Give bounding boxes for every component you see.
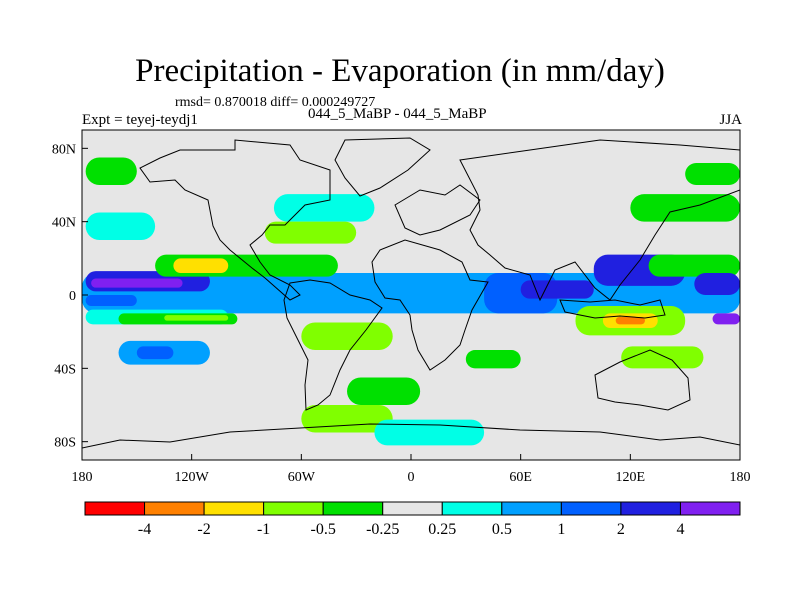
season-label: JJA bbox=[719, 112, 742, 128]
y-tick-label-0: 80N bbox=[52, 142, 76, 157]
coastline-layer bbox=[82, 137, 740, 449]
x-tick-label-3: 0 bbox=[408, 470, 415, 485]
field-region-2 bbox=[91, 278, 183, 288]
field-region-9 bbox=[173, 258, 229, 273]
field-region-18 bbox=[301, 405, 393, 433]
coastline-greenland bbox=[334, 137, 431, 197]
field-region-16 bbox=[301, 322, 393, 350]
coastline-south-america bbox=[283, 279, 383, 411]
field-region-14 bbox=[273, 194, 375, 222]
field-region-26 bbox=[621, 346, 704, 369]
coastline-north-america bbox=[139, 139, 331, 301]
x-tick-label-4: 60E bbox=[509, 470, 532, 485]
experiment-label: Expt = teyej-teydj1 bbox=[82, 112, 198, 128]
colorbar-label-5: 0.25 bbox=[428, 521, 456, 538]
field-region-28 bbox=[694, 273, 740, 295]
field-region-30 bbox=[630, 194, 740, 222]
field-region-12 bbox=[85, 157, 137, 185]
y-axis: 80N 40N 0 40S 80S bbox=[52, 142, 88, 451]
comparison-label: 044_5_MaBP - 044_5_MaBP bbox=[308, 106, 487, 122]
field-region-4 bbox=[136, 296, 256, 310]
colorbar-swatch-0 bbox=[84, 501, 146, 516]
coastline-africa bbox=[371, 239, 489, 371]
field-region-7 bbox=[164, 315, 229, 321]
field-region-17 bbox=[347, 377, 421, 405]
colorbar-label-6: 0.5 bbox=[492, 521, 512, 538]
x-axis: 180 120W 60W 0 60E 120E 180 bbox=[72, 454, 751, 485]
colorbar-label-0: -4 bbox=[138, 521, 151, 538]
colorbar-label-9: 4 bbox=[676, 521, 684, 538]
x-tick-label-5: 120E bbox=[616, 470, 646, 485]
colorbar-swatch-8 bbox=[560, 501, 622, 516]
field-region-3 bbox=[85, 295, 137, 306]
colorbar-label-3: -0.5 bbox=[311, 521, 336, 538]
x-tick-label-6: 180 bbox=[730, 470, 751, 485]
colorbar-swatch-4 bbox=[322, 501, 384, 516]
y-tick-label-2: 0 bbox=[69, 289, 76, 304]
field-region-32 bbox=[374, 419, 485, 446]
field-region-27 bbox=[648, 254, 740, 277]
x-tick-label-0: 180 bbox=[72, 470, 93, 485]
coastline-europe bbox=[394, 184, 481, 236]
colorbar-label-7: 1 bbox=[557, 521, 565, 538]
colorbar-swatch-3 bbox=[263, 501, 324, 516]
colorbar-swatch-5 bbox=[382, 501, 443, 516]
colorbar-swatch-10 bbox=[679, 501, 741, 516]
coastline-antarctica bbox=[82, 423, 740, 449]
field-region-21 bbox=[520, 280, 594, 299]
colorbar-label-8: 2 bbox=[617, 521, 625, 538]
field-region-13 bbox=[85, 212, 156, 240]
y-tick-label-4: 80S bbox=[54, 436, 76, 451]
field-region-11 bbox=[136, 346, 174, 360]
coastline-maritime-continent bbox=[559, 299, 666, 319]
stats-line: rmsd= 0.870018 diff= 0.000249727 bbox=[175, 95, 376, 110]
colorbar-swatch-9 bbox=[620, 501, 681, 516]
y-tick-label-1: 40N bbox=[52, 216, 76, 231]
field-region-19 bbox=[465, 350, 521, 369]
x-tick-label-2: 60W bbox=[288, 470, 316, 485]
colorbar-label-2: -1 bbox=[257, 521, 270, 538]
y-tick-label-3: 40S bbox=[54, 362, 76, 377]
colorbar-label-1: -2 bbox=[197, 521, 210, 538]
colorbar: -4 -2 -1 -0.5 -0.25 0.25 0.5 1 2 4 bbox=[84, 501, 741, 538]
colorbar-swatch-6 bbox=[441, 501, 503, 516]
field-region-31 bbox=[685, 163, 740, 185]
coastline-australia bbox=[594, 349, 691, 411]
coastline-asia bbox=[459, 139, 740, 302]
chart-title: Precipitation - Evaporation (in mm/day) bbox=[135, 53, 665, 89]
field-region-29 bbox=[712, 313, 740, 325]
colorbar-swatch-2 bbox=[203, 501, 265, 516]
field-layer bbox=[82, 157, 740, 446]
x-tick-label-1: 120W bbox=[175, 470, 210, 485]
colorbar-swatch-7 bbox=[501, 501, 562, 516]
colorbar-label-4: -0.25 bbox=[366, 521, 399, 538]
colorbar-swatch-1 bbox=[144, 501, 205, 516]
field-region-25 bbox=[615, 317, 645, 325]
field-region-15 bbox=[264, 221, 357, 244]
